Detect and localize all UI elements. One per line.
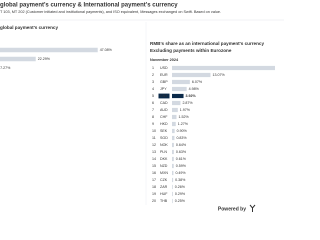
background: [0, 0, 284, 215]
category-label: NZD: [160, 164, 168, 168]
rank-label: 19: [152, 192, 156, 196]
value-label: 1.27%: [178, 122, 189, 126]
rank-label: 5: [152, 94, 154, 98]
screenshot: global payment's currency & Internationa…: [0, 0, 284, 215]
bar: [0, 47, 98, 53]
bar: [172, 107, 178, 113]
category-label: DKK: [160, 157, 168, 161]
bar: [172, 163, 174, 169]
value-label: 0.83%: [176, 136, 187, 140]
bar: [172, 135, 175, 141]
footer-logo: [249, 204, 256, 212]
bar: [172, 128, 175, 134]
category-label: HKD: [160, 122, 168, 126]
rank-label: 4: [152, 87, 154, 91]
rank-label: 10: [152, 129, 156, 133]
category-label: CZK: [160, 178, 168, 182]
value-label: 47.08%: [100, 48, 113, 52]
category-label: CHF: [160, 115, 168, 119]
bar: [172, 86, 187, 92]
chart-title: global payment's currency: [0, 25, 58, 30]
bar: [172, 72, 211, 78]
bar: [172, 93, 184, 99]
value-label: 0.29%: [175, 192, 186, 196]
chart-subtitle: Excluding payments within Eurozone: [150, 48, 232, 53]
bar: [172, 198, 173, 204]
rank-label: 8: [152, 115, 154, 119]
value-label: 22.29%: [38, 57, 51, 61]
bar: [172, 65, 275, 71]
category-label: AUD: [160, 108, 168, 112]
category-label: HUF: [160, 192, 168, 196]
rank-label: 15: [152, 164, 156, 168]
rank-label: 13: [152, 150, 156, 154]
category-label: THB: [160, 199, 168, 203]
rank-label: 16: [152, 171, 156, 175]
value-label: 0.63%: [176, 150, 187, 154]
bar: [172, 114, 177, 120]
rank-label: 1: [152, 66, 154, 70]
rank-label: 9: [152, 122, 154, 126]
value-label: 6.07%: [192, 80, 203, 84]
bar: [172, 191, 173, 197]
rank-label: 12: [152, 143, 156, 147]
bar: [172, 100, 181, 106]
category-label: SGD: [160, 136, 168, 140]
category-label: CAD: [160, 101, 168, 105]
value-label: 2.87%: [182, 101, 193, 105]
footer-text: Powered by: [218, 206, 246, 212]
period-label: November 2024: [150, 58, 179, 62]
rank-label: 20: [152, 199, 156, 203]
value-label: 1.97%: [180, 108, 191, 112]
value-label: 0.90%: [177, 129, 188, 133]
page-subtitle: T 103, MT 202 (Customer initiated and in…: [0, 10, 221, 14]
rank-label: 7: [152, 108, 154, 112]
page-title: global payment's currency & Internationa…: [0, 3, 178, 9]
value-label: 0.26%: [175, 185, 186, 189]
category-label: SEK: [160, 129, 168, 133]
bar: [172, 184, 173, 190]
value-label: 13.07%: [212, 73, 225, 77]
rank-label: 14: [152, 157, 156, 161]
value-label: 0.49%: [175, 171, 186, 175]
value-label: 0.59%: [176, 164, 187, 168]
category-label: NOK: [160, 143, 168, 147]
rank-label: 3: [152, 80, 154, 84]
value-label: 0.25%: [175, 199, 186, 203]
rank-label: 11: [152, 136, 156, 140]
value-label: 0.38%: [175, 178, 186, 182]
category-label: EUR: [160, 73, 168, 77]
category-label: ZAR: [160, 185, 168, 189]
value-label: 1.52%: [178, 115, 189, 119]
bar: [172, 177, 174, 183]
bar: [172, 170, 174, 176]
rank-label: 6: [152, 101, 154, 105]
bar: [0, 56, 36, 62]
value-label: 3.92%: [186, 94, 197, 98]
value-label: 0.61%: [176, 157, 187, 161]
value-label: 4.98%: [189, 87, 200, 91]
category-label: GBP: [160, 80, 168, 84]
value-label: 7.27%: [0, 66, 11, 70]
category-label: JPY: [160, 87, 167, 91]
chart-title: RMB's share as an international payment'…: [150, 41, 264, 46]
category-label: MXN: [160, 171, 168, 175]
bar: [172, 142, 174, 148]
highlight-box: [158, 93, 170, 99]
category-label: CNY: [160, 94, 168, 98]
rank-label: 17: [152, 178, 156, 182]
bar: [172, 149, 174, 155]
rank-label: 2: [152, 73, 154, 77]
value-label: 0.64%: [176, 143, 187, 147]
category-label: PLN: [160, 150, 167, 154]
bar: [172, 121, 176, 127]
rank-label: 18: [152, 185, 156, 189]
bar: [172, 156, 174, 162]
bar: [172, 79, 190, 85]
category-label: USD: [160, 66, 168, 70]
